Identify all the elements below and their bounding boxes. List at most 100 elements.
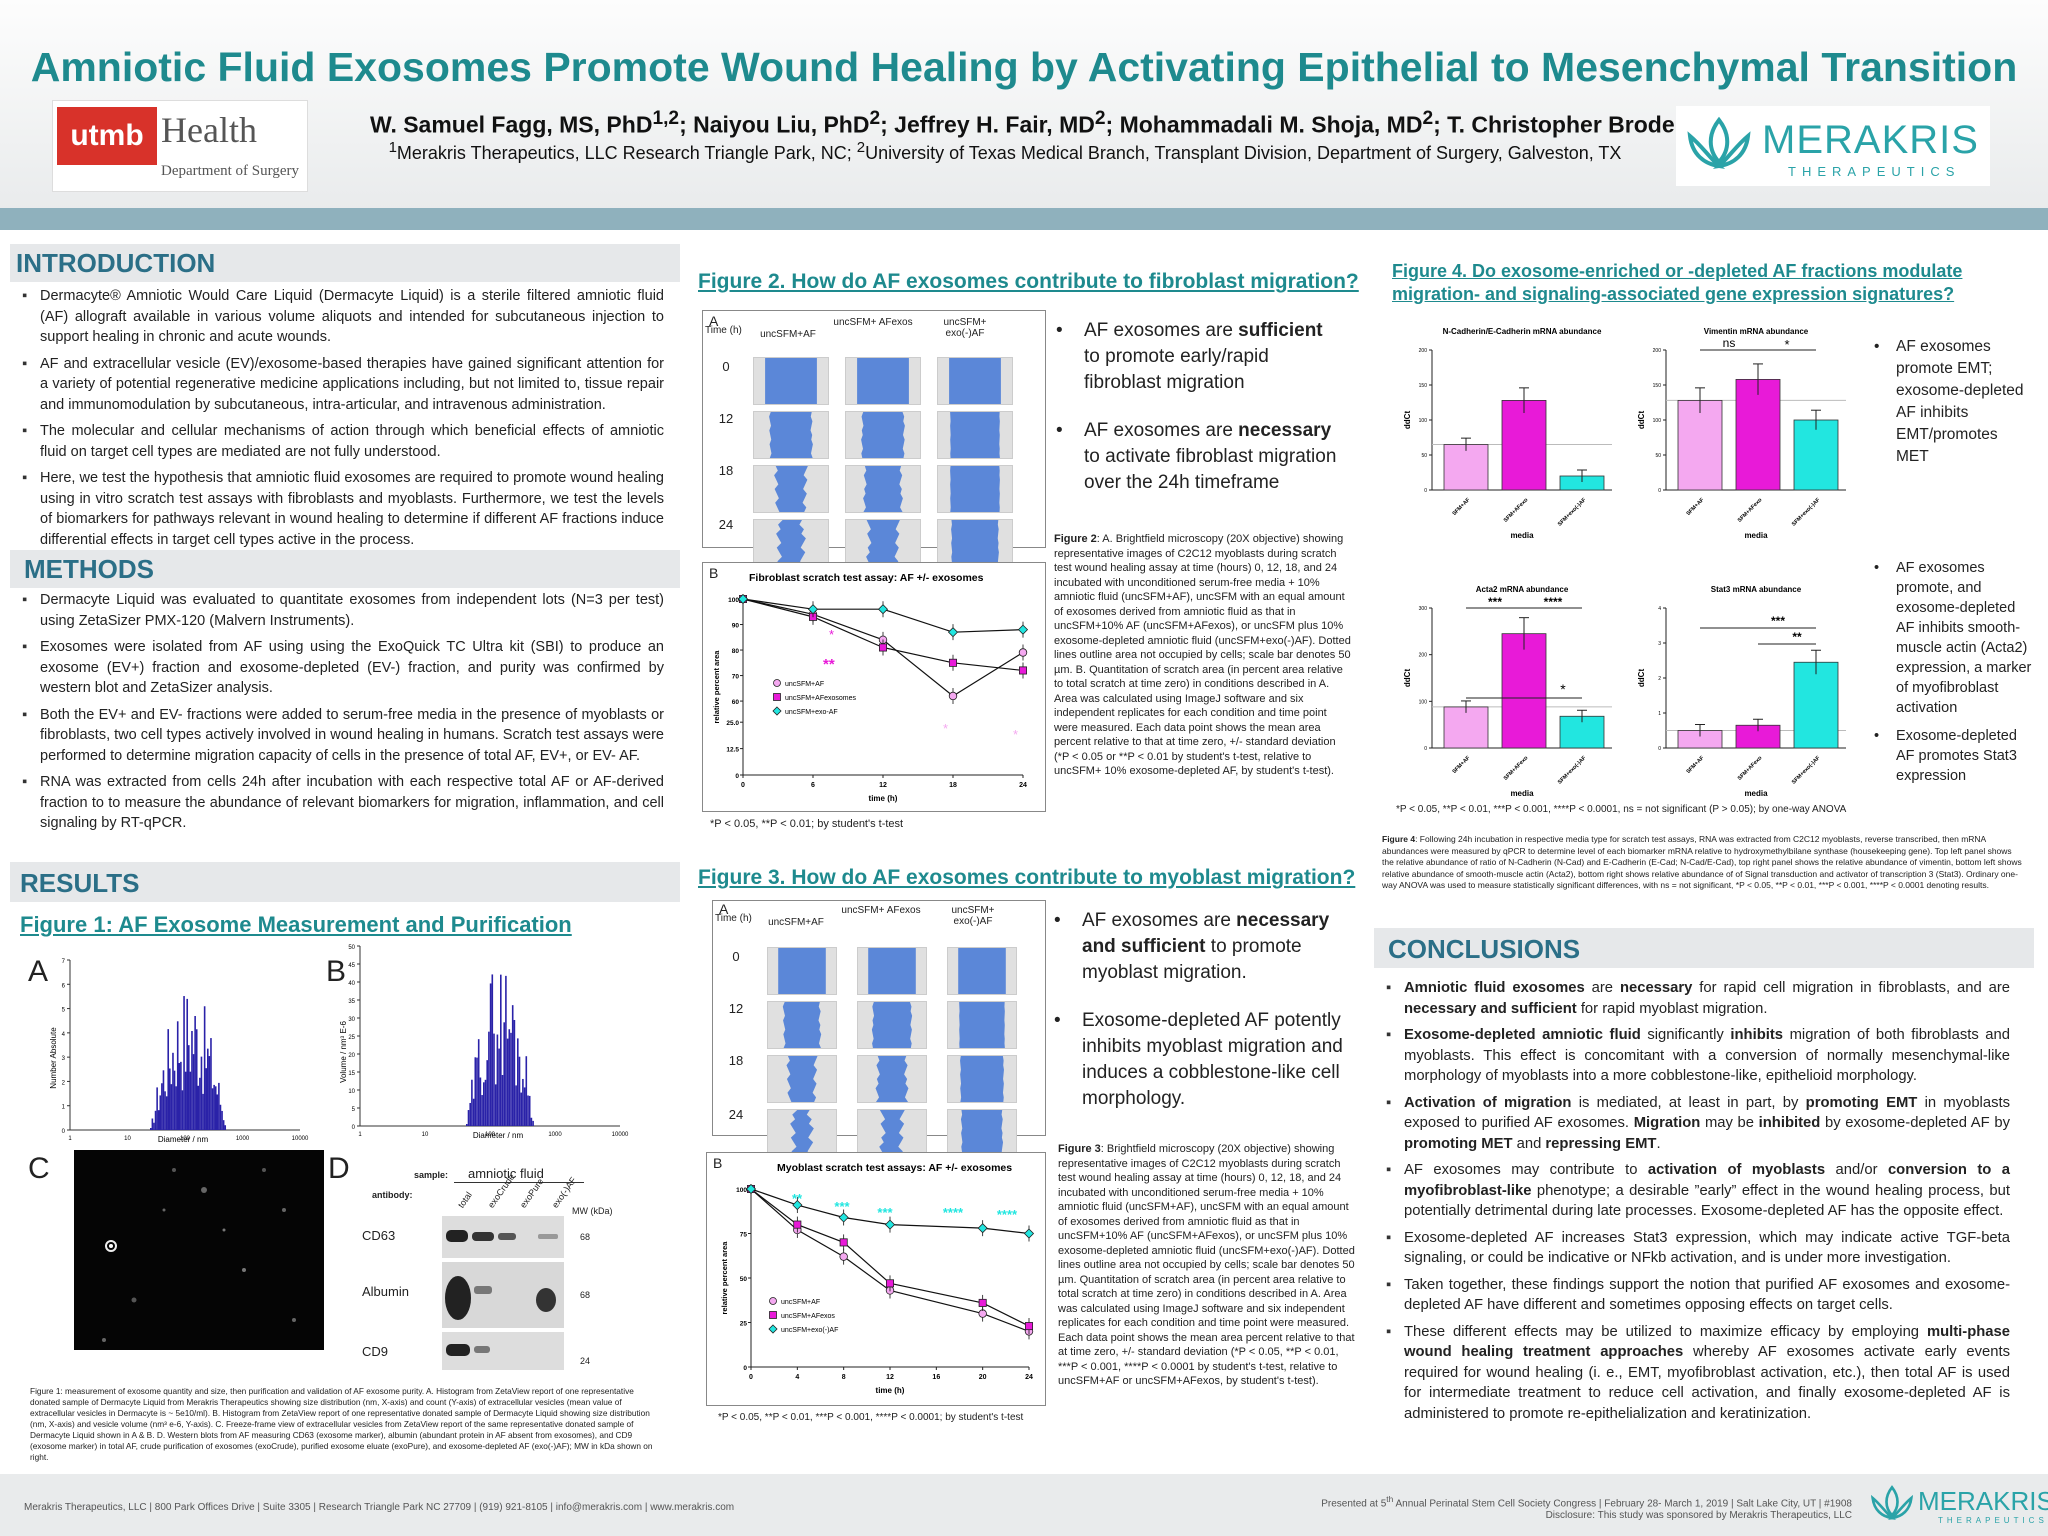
scratch-area	[959, 1002, 1005, 1048]
merakris-logo: MERAKRIS THERAPEUTICS	[1676, 106, 1990, 186]
scratch-image	[753, 411, 829, 459]
conclusion-bold: Migration	[1633, 1115, 1701, 1131]
fig3-panel-a: A Time (h) uncSFM+AF uncSFM+ AFexos uncS…	[712, 900, 1046, 1157]
series-line	[750, 1188, 1030, 1235]
scratch-image	[753, 465, 829, 513]
y-tick-label: 50	[1421, 453, 1427, 459]
scratch-image-drawing	[960, 1110, 1004, 1156]
y-tick-label: 300	[1419, 606, 1428, 612]
hist-bar	[527, 1095, 529, 1126]
intro-heading: INTRODUCTION	[16, 248, 216, 278]
hist-bar	[467, 1110, 470, 1126]
data-point	[947, 627, 959, 638]
y-tick-label: 60	[732, 699, 740, 706]
x-tick-label: 12	[886, 1374, 894, 1381]
y-tick-label: 100	[736, 1187, 747, 1194]
scratch-image-drawing	[951, 520, 999, 566]
hist-bar	[167, 1029, 170, 1130]
blot-mw-cd9: 24	[580, 1356, 591, 1366]
results-heading: RESULTS	[20, 868, 140, 898]
bar	[1443, 444, 1489, 491]
fig2-time-24: 24	[718, 517, 734, 532]
conclusion-bold: promoting MET	[1404, 1135, 1513, 1152]
bullet-text: AF exosomes are	[1082, 910, 1237, 931]
scratch-image-drawing	[871, 1002, 913, 1048]
blot-mw-label: MW (kDa)	[572, 1206, 613, 1216]
bar	[1501, 400, 1547, 491]
data-point	[793, 1220, 802, 1229]
bar-chart-title: N-Cadherin/E-Cadherin mRNA abundance	[1443, 327, 1602, 336]
conclusion-text: whereby AF exosomes activate early event…	[1404, 1344, 2011, 1422]
methods-list: Dermacyte Liquid was evaluated to quanti…	[22, 590, 664, 840]
hist-bar	[200, 1056, 203, 1130]
hist-x-tick-label: 10000	[612, 1132, 629, 1138]
poster-title: Amniotic Fluid Exosomes Promote Wound He…	[30, 44, 2018, 90]
x-axis-label: media	[1744, 531, 1768, 540]
significance-label: ****	[943, 1205, 964, 1220]
y-tick-label: 200	[1419, 653, 1428, 659]
hist-y-tick-label: 50	[348, 945, 355, 951]
x-tick-label: 0	[741, 782, 745, 789]
conclusion-bold: conversion to a myofibroblast-like	[1404, 1162, 2011, 1199]
hist-bar	[183, 996, 185, 1130]
scratch-image-drawing	[959, 1002, 1005, 1048]
hist-bar	[219, 1104, 222, 1130]
panel-letter-a: A	[28, 955, 49, 988]
legend-label: uncSFM+exo(-)AF	[781, 1327, 838, 1334]
series-line	[750, 1188, 1030, 1332]
conclusion-text: phenotype; a desirable ”early” effect in…	[1404, 1182, 2010, 1220]
scratch-area	[866, 520, 900, 566]
scratch-image-drawing	[866, 520, 900, 566]
intro-heading-bar	[10, 244, 680, 282]
x-tick-label: 0	[749, 1374, 753, 1381]
legend-marker	[769, 1297, 777, 1305]
hist-bar	[508, 1029, 511, 1126]
intro-item: The molecular and cellular mechanisms of…	[22, 421, 664, 462]
scratch-area	[776, 520, 806, 566]
significance-label: ***	[1771, 614, 1785, 628]
hist-b-xlabel: Diameter / nm	[473, 1131, 524, 1140]
fig3-note: *P < 0.05, **P < 0.01, ***P < 0.001, ***…	[718, 1412, 1024, 1423]
y-tick-label: 4	[1658, 606, 1661, 612]
hist-x-tick-label: 1	[358, 1132, 362, 1138]
conclusion-text: are	[1584, 980, 1620, 996]
x-tick-label: 24	[1019, 782, 1027, 789]
data-point	[978, 1309, 987, 1318]
legend-marker	[773, 679, 781, 687]
hist-bar	[476, 1057, 478, 1126]
x-axis-label: time (h)	[869, 794, 898, 803]
fig4-bullets-bottom: AF exosomes promote, and exosome-deplete…	[1874, 558, 2034, 794]
hist-bar	[154, 1110, 157, 1130]
hist-bar	[493, 1033, 495, 1126]
scratch-area	[960, 1110, 1004, 1156]
y-axis-label: relative percent area	[720, 1241, 729, 1315]
bullet-text: AF exosomes are	[1084, 420, 1239, 441]
fig2-time-0: 0	[722, 359, 730, 374]
hist-bar	[184, 1071, 187, 1130]
scratch-image	[753, 519, 829, 567]
scratch-area	[782, 1002, 822, 1048]
fig4-bullet: Exosome-depleted AF promotes Stat3 expre…	[1874, 726, 2034, 786]
blot-row-label-cd9: CD9	[362, 1344, 389, 1359]
hist-bar	[525, 1056, 528, 1126]
hist-bar	[523, 1087, 526, 1126]
histogram-b: 0 5 10 15 20 25 30 35 40 45 50 1 10 100 1000 10000 Volu…	[339, 945, 629, 1140]
bullet-bold: necessary and sufficient	[1082, 910, 1330, 957]
hist-bar	[479, 1077, 482, 1126]
significance-label: *	[1013, 727, 1018, 742]
scratch-area	[958, 948, 1006, 994]
scratch-image	[753, 357, 829, 405]
y-tick-label: 25.0	[726, 720, 739, 727]
conclusion-text: Taken together, these findings support t…	[1404, 1276, 2010, 1314]
hist-y-tick-label: 7	[62, 959, 66, 965]
scratch-image-drawing	[879, 1110, 905, 1156]
fig1-title: Figure 1: AF Exosome Measurement and Pur…	[20, 912, 572, 937]
stat3-bar-chart: Stat3 mRNA abundance 0 1 2 3 4 ddCt media SFM+AF…	[1637, 585, 1846, 798]
hist-bar	[528, 1095, 531, 1126]
hist-bar	[515, 1085, 517, 1126]
blot-strip-albumin	[442, 1262, 564, 1328]
y-axis-label: ddCt	[1403, 411, 1412, 430]
scratch-image	[857, 1109, 927, 1157]
hist-bar	[481, 1095, 483, 1126]
intro-list: Dermacyte® Amniotic Would Care Liquid (D…	[22, 286, 664, 556]
